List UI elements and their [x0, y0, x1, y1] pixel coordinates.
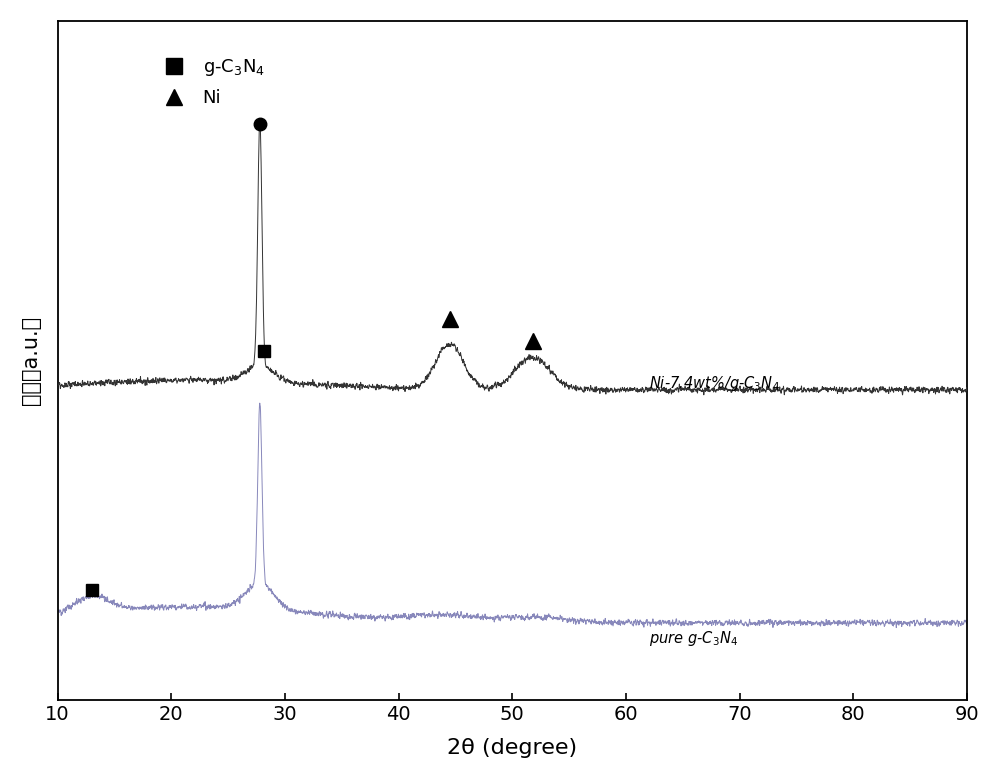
Text: pure g-C$_3$N$_4$: pure g-C$_3$N$_4$: [649, 629, 738, 648]
Text: Ni-7.4wt%/g-C$_3$N$_4$: Ni-7.4wt%/g-C$_3$N$_4$: [649, 374, 780, 393]
Legend: g-C$_3$N$_4$, Ni: g-C$_3$N$_4$, Ni: [148, 51, 272, 115]
X-axis label: 2θ (degree): 2θ (degree): [447, 738, 577, 758]
Y-axis label: 强度（a.u.）: 强度（a.u.）: [21, 316, 41, 405]
